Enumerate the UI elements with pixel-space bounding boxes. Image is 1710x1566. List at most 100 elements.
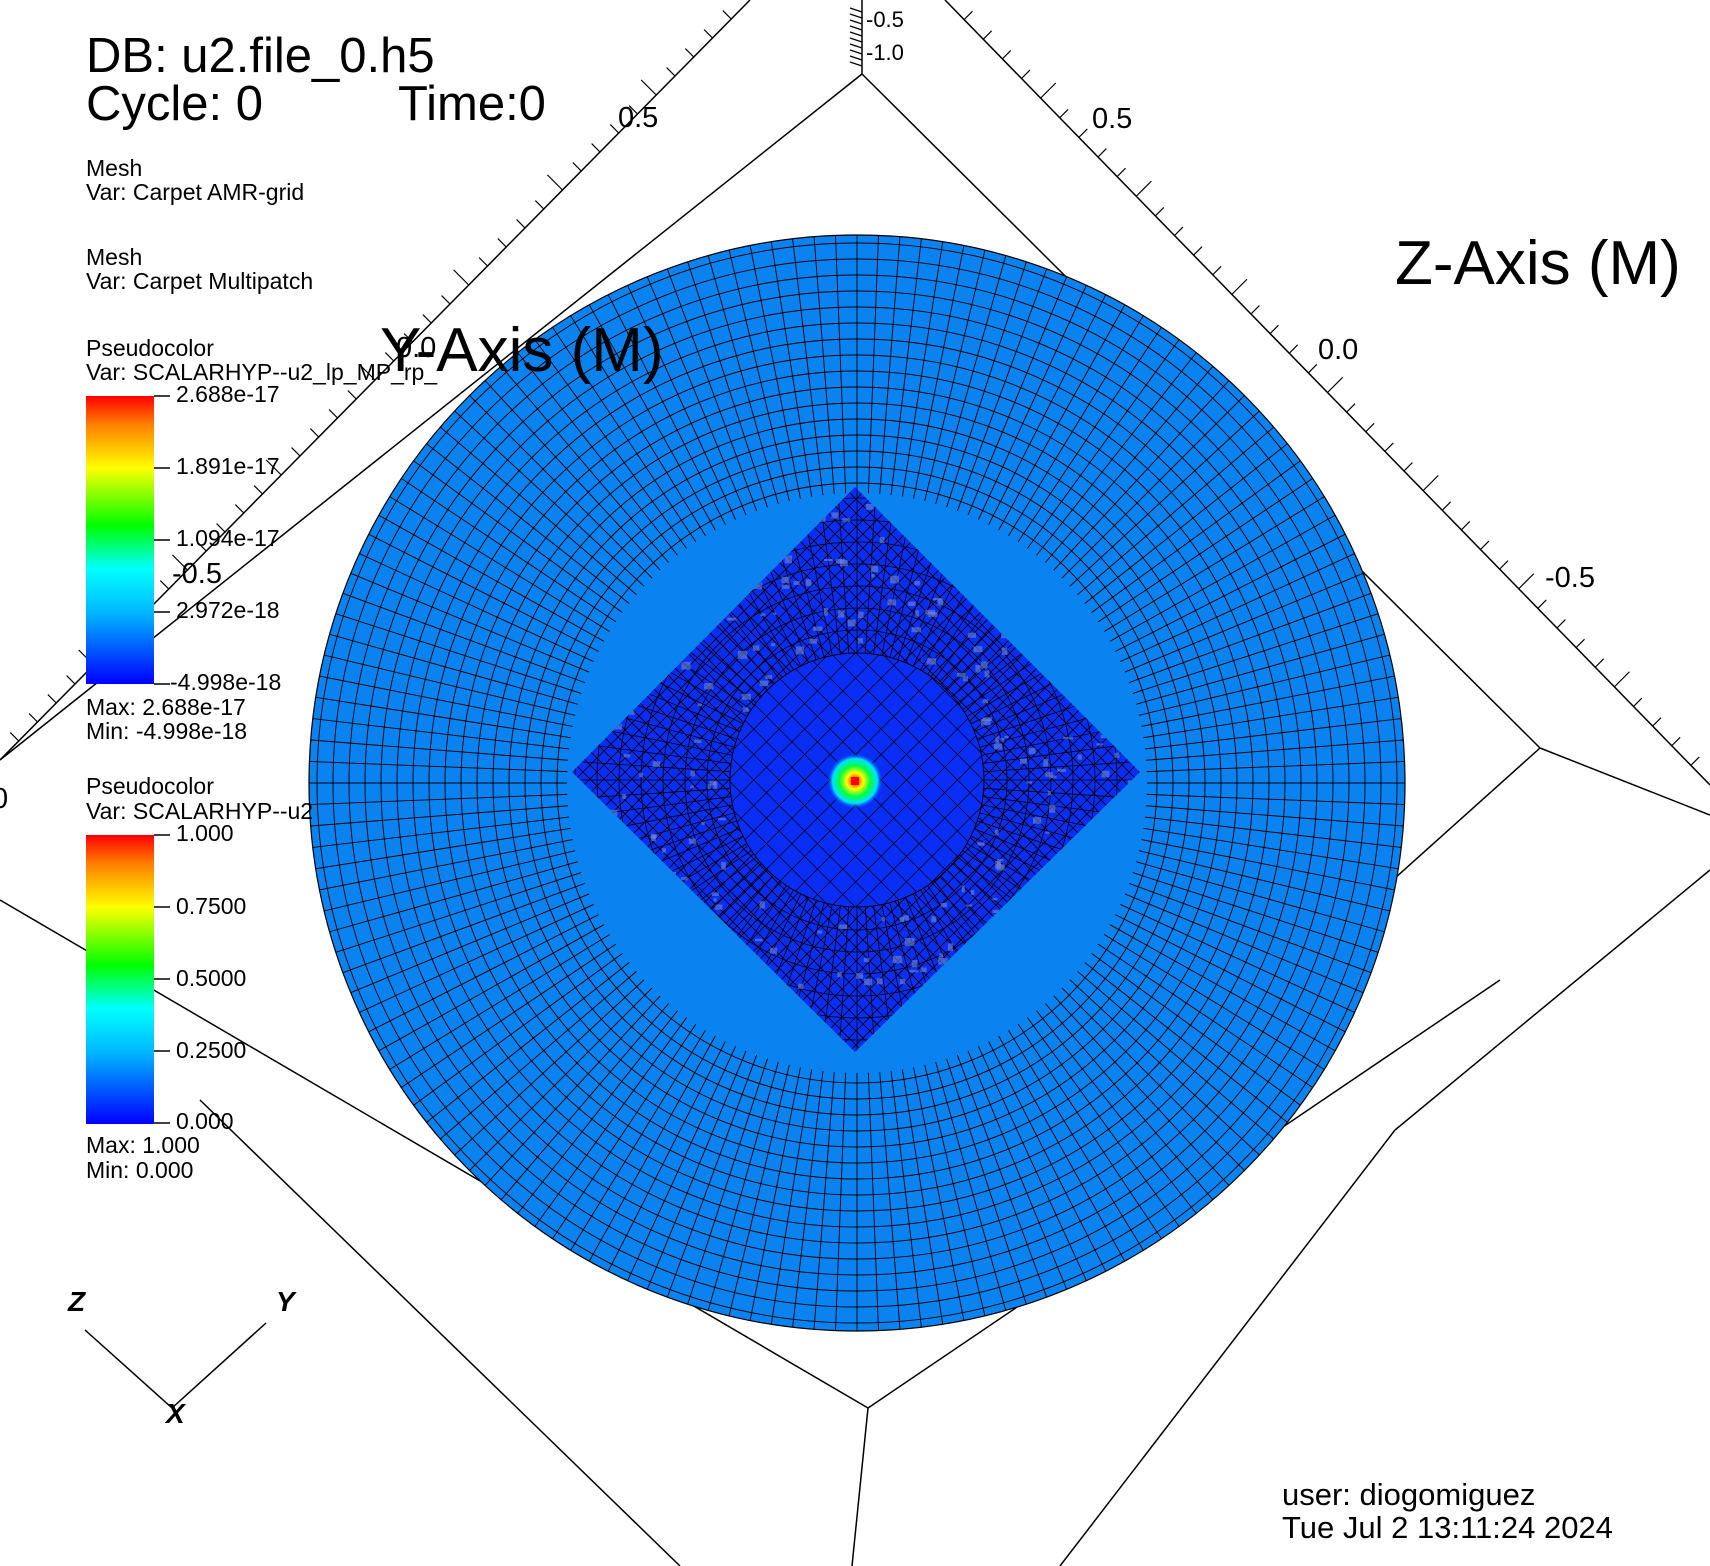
inner-mesh-line [736, 659, 900, 823]
axis-triad-lines [84, 1322, 267, 1409]
patch-noise-speck [937, 599, 944, 606]
patch-noise-speck [992, 897, 998, 901]
axis-tick [849, 31, 863, 37]
axis-tick [453, 269, 470, 286]
disk-mesh-spoke [401, 943, 617, 1088]
axis-tick [422, 314, 432, 324]
patch-noise-speck [858, 611, 864, 618]
disk-mesh-spoke [946, 261, 1027, 508]
disk-mesh-spoke [1077, 970, 1274, 1140]
disk-mesh-spoke [1144, 816, 1402, 848]
patch-noise-speck [931, 916, 937, 923]
patch-noise-speck [966, 904, 972, 907]
disk-mesh-spoke [879, 236, 901, 494]
disk-mesh-spoke [967, 276, 1068, 516]
axis-tick [1633, 697, 1643, 707]
patch-noise-speck [865, 503, 874, 510]
patch-noise-speck [837, 971, 842, 978]
triad-x-label: X [166, 1398, 185, 1429]
axis-tick [197, 542, 207, 552]
amr-central-patch [572, 487, 1140, 1052]
disk-mesh-spoke [534, 1017, 687, 1227]
patch-noise-speck [840, 559, 848, 567]
y-axis-title: Y-Axis (M) [380, 316, 664, 385]
axis-tick [1078, 128, 1088, 138]
patch-noise-speck [718, 817, 726, 821]
patch-noise-speck [879, 536, 885, 544]
patch-noise-speck [1000, 738, 1005, 742]
patch-noise-speck [824, 558, 834, 562]
patch-noise-speck [995, 736, 1000, 744]
patch-noise-speck [1101, 770, 1110, 778]
disk-mesh-spoke [835, 235, 847, 494]
legend-pseudocolor-1-min: Min: -4.998e-18 [86, 718, 248, 744]
disk-mesh-spoke [1124, 572, 1364, 673]
disk-mesh-spoke [901, 241, 944, 497]
axis-tick [347, 390, 357, 400]
disk-mesh-spoke [469, 987, 653, 1171]
legend-mesh-multipatch-var: Var: Carpet Multipatch [86, 268, 314, 294]
disk-mesh-spoke [1109, 924, 1336, 1052]
patch-noise-speck [741, 693, 752, 700]
patch-noise-speck [755, 938, 763, 942]
patch-mesh-spoke [829, 906, 850, 1052]
disk-mesh-spoke [792, 238, 824, 496]
patch-noise-speck [890, 575, 899, 584]
patch-noise-speck [737, 650, 748, 659]
inner-mesh-line [884, 655, 982, 753]
patch-noise-speck [967, 632, 976, 638]
patch-noise-speck [1100, 734, 1107, 739]
patch-mesh-spoke [864, 487, 885, 654]
patch-noise-speck [661, 848, 666, 853]
disk-mesh-spoke [335, 872, 582, 953]
axis-tick [849, 55, 863, 61]
disk-mesh-spoke [1008, 315, 1144, 536]
patch-noise-speck [975, 664, 981, 673]
disk-mesh-spoke [552, 327, 697, 543]
disk-mesh-spoke [1077, 426, 1274, 596]
patch-mesh-line [728, 487, 1140, 1052]
disk-mesh-spoke [1084, 962, 1288, 1123]
patch-noise-speck [759, 901, 765, 909]
axis-tick [534, 200, 545, 210]
axis-tick [982, 30, 993, 40]
patch-noise-speck [980, 719, 991, 726]
axis-tick [516, 219, 526, 229]
patch-noise-speck [982, 717, 992, 721]
axis-tick-marks [9, 7, 1700, 766]
disk-mesh-spoke [1044, 366, 1214, 563]
patch-noise-speck [742, 707, 749, 712]
disk-mesh-spoke [469, 395, 653, 579]
patch-noise-speck [781, 584, 790, 589]
disk-mesh-spoke [335, 613, 582, 694]
patch-noise-speck [992, 909, 999, 914]
disk-mesh-spoke [484, 995, 661, 1186]
patch-mesh-spoke [864, 906, 885, 1052]
patch-noise-speck [973, 646, 983, 653]
axis-tick [253, 485, 263, 495]
patch-noise-speck [904, 937, 915, 946]
patch-noise-speck [994, 829, 999, 836]
disk-mesh-spoke [517, 1010, 678, 1214]
disk-mesh-spoke [687, 1058, 768, 1305]
patch-noise-speck [770, 947, 778, 954]
patch-noise-speck [999, 858, 1004, 861]
axis-tick [1154, 207, 1165, 217]
legend-mesh-multipatch-title: Mesh [86, 244, 143, 270]
disk-mesh-spoke [329, 633, 579, 705]
disk-mesh-spoke [1128, 592, 1372, 684]
disk-mesh-spoke [879, 1072, 901, 1330]
patch-noise-speck [1096, 743, 1103, 746]
patch-noise-speck [805, 579, 812, 587]
axis-tick [1193, 246, 1203, 256]
disk-mesh-spoke [500, 366, 670, 563]
patch-noise-speck [707, 784, 711, 789]
axis-tick [478, 257, 488, 267]
disk-mesh-spoke [1146, 739, 1404, 761]
disk-mesh-spoke [913, 1067, 965, 1321]
axis-tick [28, 713, 38, 723]
inner-mesh-line [729, 652, 856, 779]
axis-tick [159, 580, 170, 590]
patch-mesh-spoke [983, 752, 1140, 773]
patch-noise-speck [694, 739, 702, 743]
